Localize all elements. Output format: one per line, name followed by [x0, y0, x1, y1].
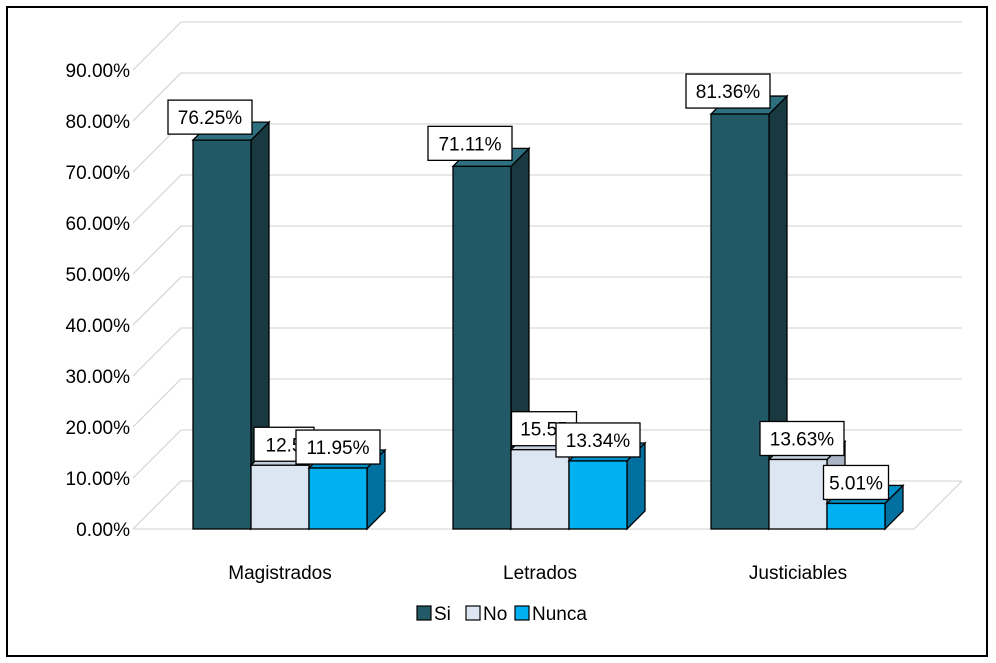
gridline-side	[132, 276, 182, 326]
data-label-box	[427, 125, 513, 161]
gridline-side	[132, 429, 182, 479]
gridline-side	[132, 72, 182, 122]
legend-label-si: Si	[434, 604, 451, 625]
bar-si	[452, 165, 512, 530]
y-tick-label: 80.00%	[66, 112, 131, 133]
bar-si	[710, 113, 770, 530]
legend-swatch-si	[416, 605, 432, 621]
x-category-label: Letrados	[503, 563, 577, 584]
data-label-box	[295, 429, 381, 465]
y-tick-label: 0.00%	[76, 520, 130, 541]
data-label-box	[685, 73, 771, 109]
data-label: 81.36%	[696, 82, 761, 103]
chart-svg: 0.00% 10.00% 20.00% 30.00% 40.00% 50.00% 60.00…	[66, 21, 963, 625]
data-label: 71.11%	[438, 134, 501, 155]
legend-swatch-no	[465, 605, 481, 621]
bar-no	[768, 458, 828, 530]
legend-label-no: No	[483, 604, 507, 625]
chart-frame: 0.00% 10.00% 20.00% 30.00% 40.00% 50.00% 60.00…	[6, 6, 988, 657]
bar-nunca	[568, 460, 628, 530]
bar-nunca	[826, 502, 886, 530]
data-label-box	[759, 420, 845, 457]
data-label: 5.01%	[829, 473, 883, 494]
data-label: 11.95%	[306, 438, 369, 459]
floor-right-line	[913, 480, 963, 530]
y-tick-label: 50.00%	[66, 265, 131, 286]
data-label-box	[822, 464, 890, 501]
x-category-label: Justiciables	[749, 563, 847, 584]
y-tick-label: 70.00%	[66, 163, 131, 184]
bar-si	[192, 139, 252, 530]
legend-label-nunca: Nunca	[532, 604, 587, 625]
data-label: 76.25%	[178, 108, 243, 129]
legend-swatch-nunca	[514, 605, 530, 621]
gridline-side	[132, 225, 182, 275]
data-label-box	[167, 99, 253, 135]
bar-no	[510, 449, 570, 530]
data-label: 13.63%	[770, 429, 835, 450]
gridline-side	[132, 327, 182, 377]
bar-no	[250, 464, 310, 530]
data-label: 13.34%	[566, 431, 631, 452]
x-category-label: Magistrados	[228, 563, 332, 584]
gridline-side	[132, 480, 182, 530]
y-tick-label: 10.00%	[66, 469, 131, 490]
gridline-side	[132, 378, 182, 428]
y-tick-label: 60.00%	[66, 214, 131, 235]
gridline-side	[132, 174, 182, 224]
data-label: 12.5	[266, 435, 303, 456]
bar-nunca	[308, 467, 368, 530]
y-tick-label: 30.00%	[66, 367, 131, 388]
y-tick-label: 40.00%	[66, 316, 131, 337]
y-tick-label: 90.00%	[66, 61, 131, 82]
data-label-box	[555, 422, 641, 458]
y-tick-label: 20.00%	[66, 418, 131, 439]
gridline-side	[132, 21, 182, 71]
